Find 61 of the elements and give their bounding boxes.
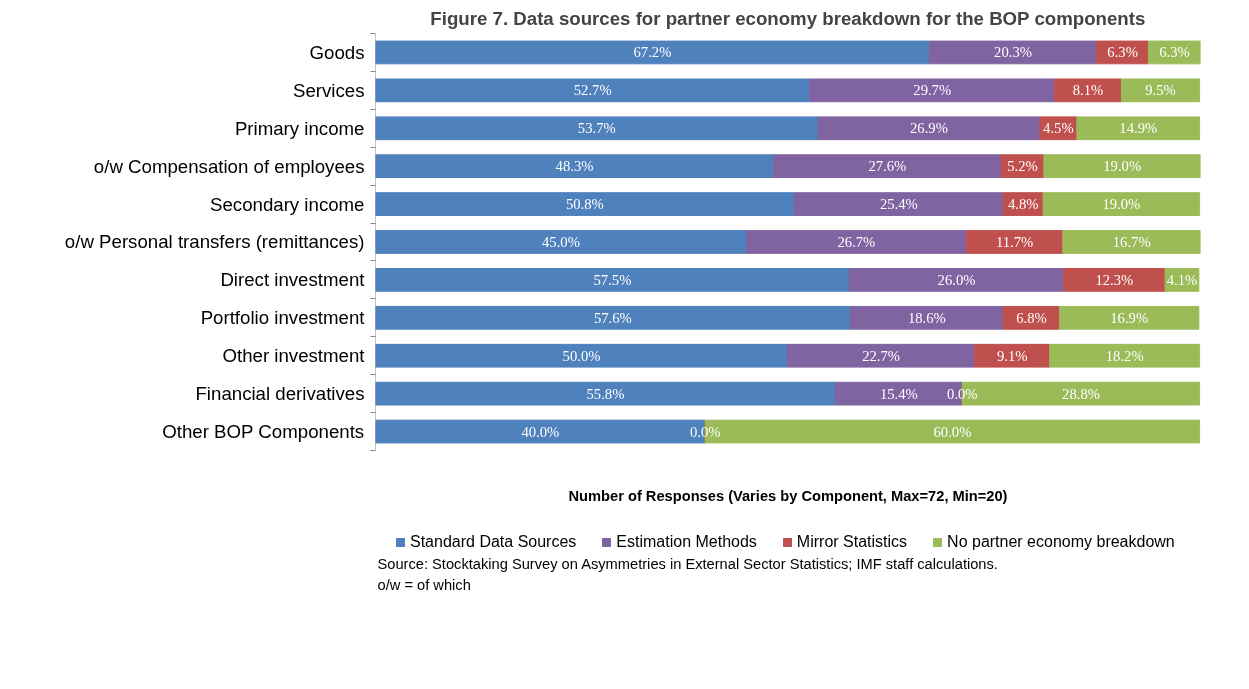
legend-label: No partner economy breakdown	[947, 533, 1175, 551]
source-note: Source: Stocktaking Survey on Asymmetries in External Sector Statistics; IMF staff calculations.	[377, 555, 998, 572]
data-label: 48.3%	[555, 158, 594, 175]
data-label: 53.7%	[577, 120, 616, 137]
y-tick-label: Portfolio investment	[200, 307, 366, 329]
legend-label: Estimation Methods	[616, 533, 757, 551]
data-label: 11.7%	[995, 234, 1034, 250]
data-label: 28.8%	[1062, 385, 1100, 402]
y-tick-label: Secondary income	[209, 193, 365, 215]
data-label: 0.0%	[947, 385, 978, 402]
data-label: 9.5%	[1145, 82, 1176, 99]
data-label: 16.9%	[1110, 309, 1149, 326]
data-label: 12.3%	[1095, 271, 1134, 288]
data-label: 67.2%	[633, 44, 672, 61]
data-label: 29.7%	[913, 82, 952, 99]
y-tick-label: Primary income	[234, 117, 365, 139]
data-label: 26.9%	[910, 120, 948, 137]
data-label: 6.3%	[1159, 44, 1190, 61]
y-tick-label: o/w Compensation of employees	[93, 155, 365, 177]
legend-label: Standard Data Sources	[410, 533, 577, 551]
data-label: 57.6%	[593, 309, 632, 326]
data-label: 5.2%	[1007, 158, 1038, 175]
legend-label: Mirror Statistics	[796, 533, 908, 551]
x-axis-title: Number of Responses (Varies by Component, Max=72, Min=20)	[568, 487, 1008, 504]
y-tick-label: Services	[292, 79, 365, 101]
y-tick-label: Other investment	[222, 345, 366, 367]
data-label: 52.7%	[573, 82, 612, 99]
y-tick-label: o/w Personal transfers (remittances)	[64, 231, 365, 253]
data-label: 57.5%	[593, 271, 632, 288]
data-label: 55.8%	[586, 385, 625, 402]
data-label: 18.6%	[907, 309, 946, 326]
data-label: 60.0%	[933, 423, 972, 440]
data-label: 19.0%	[1102, 196, 1141, 213]
data-label: 4.1%	[1166, 271, 1198, 288]
text: o/w = of which	[377, 576, 471, 593]
chart-title: Figure 7. Data sources for partner economy breakdown for the BOP components	[430, 7, 1146, 29]
data-label: 45.0%	[542, 234, 580, 250]
data-label: 50.0%	[562, 347, 601, 364]
data-label: 26.7%	[837, 234, 876, 250]
data-label: 6.3%	[1107, 44, 1138, 61]
data-label: 8.1%	[1072, 82, 1104, 99]
data-label: 9.1%	[996, 347, 1028, 364]
y-tick-label: Goods	[309, 41, 365, 63]
data-label: 16.7%	[1112, 234, 1151, 250]
data-label: 19.0%	[1103, 158, 1142, 175]
data-label: 50.8%	[565, 196, 604, 213]
data-label: 40.0%	[521, 423, 560, 440]
data-label: 22.7%	[862, 347, 901, 364]
data-label: 4.8%	[1008, 196, 1039, 213]
y-tick-label: Financial derivatives	[195, 383, 365, 405]
data-label: 27.6%	[868, 158, 907, 175]
data-label: 15.4%	[879, 385, 918, 402]
y-tick-label: Other BOP Components	[162, 421, 365, 443]
data-label: 18.2%	[1105, 347, 1144, 364]
data-label: 26.0%	[937, 271, 976, 288]
y-tick-label: Direct investment	[220, 269, 366, 291]
data-label: 4.5%	[1043, 120, 1074, 137]
data-label: 25.4%	[879, 196, 918, 213]
data-label: 14.9%	[1119, 120, 1158, 137]
data-label: 20.3%	[994, 44, 1032, 61]
data-label: 6.8%	[1016, 309, 1047, 326]
